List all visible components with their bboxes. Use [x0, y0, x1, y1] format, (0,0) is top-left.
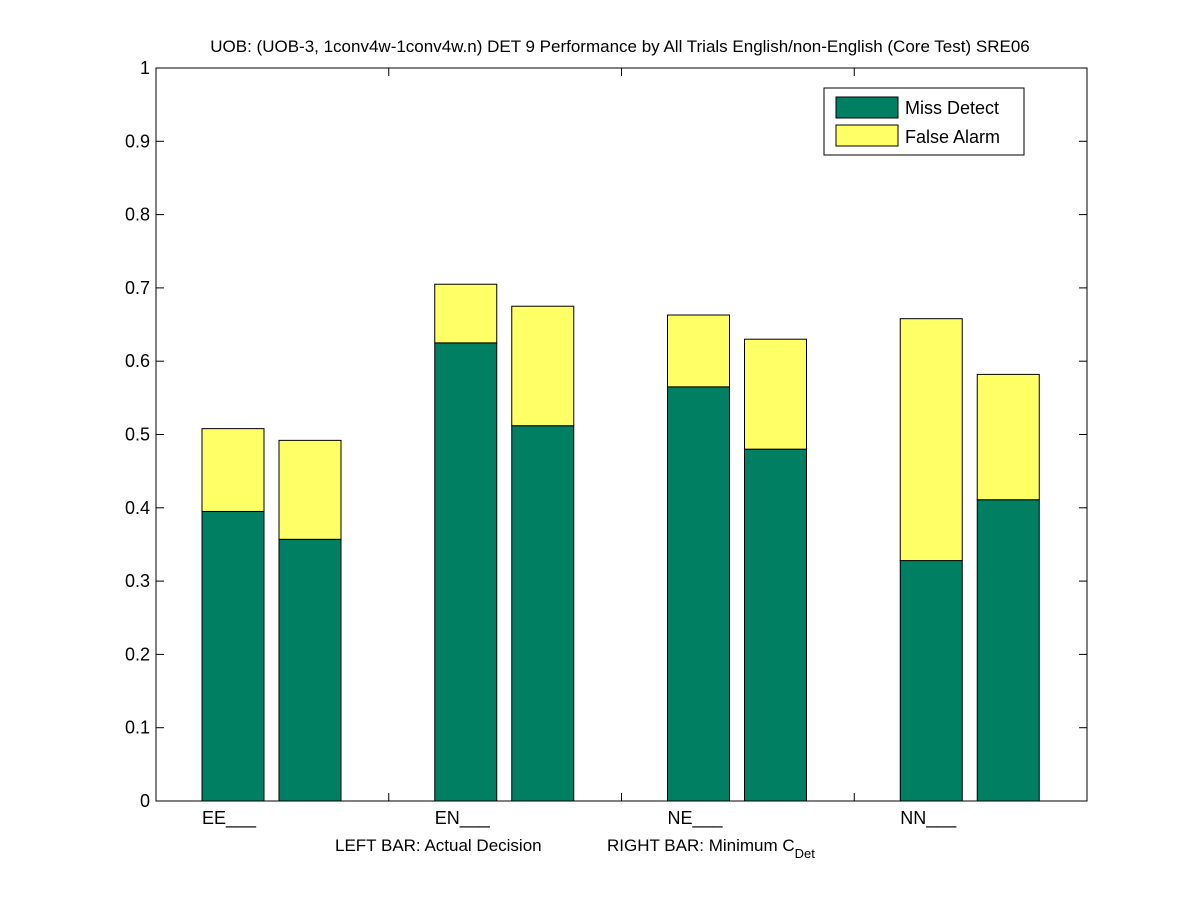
bar-ee-actual-miss-detect	[201, 510, 265, 802]
y-tick-label: 0	[140, 791, 150, 811]
y-tick-label: 1	[140, 58, 150, 78]
legend-swatch-false-alarm	[835, 124, 899, 147]
x-tick-label-ee: EE___	[202, 808, 257, 829]
bar-nn-min-false-alarm	[976, 373, 1040, 501]
bar-en-actual-false-alarm	[434, 283, 498, 344]
y-tick-label: 0.4	[125, 498, 150, 518]
ticks-layer: EE___ EN___ NE___ NN___ 0 0.1 0.2 0.3 0.4 0.5 0.6 0…	[125, 58, 1087, 829]
x-tick-label-ne: NE___	[668, 808, 724, 829]
bar-ee-min-miss-detect	[278, 538, 342, 802]
y-tick-label: 0.9	[125, 131, 150, 151]
bar-ne-actual-miss-detect	[667, 386, 730, 802]
y-tick-label: 0.7	[125, 278, 150, 298]
bar-ee-actual-false-alarm	[201, 428, 265, 512]
x-tick-label-nn: NN___	[900, 808, 957, 829]
bar-nn-actual-miss-detect	[899, 560, 963, 802]
legend: Miss Detect False Alarm	[823, 87, 1025, 156]
y-tick-label: 0.8	[125, 205, 150, 225]
x-axis-label-right-text: RIGHT BAR: Minimum C	[607, 836, 795, 855]
bar-ne-min-miss-detect	[744, 448, 807, 802]
legend-label-miss-detect: Miss Detect	[905, 98, 999, 118]
legend-swatch-miss-detect	[835, 96, 899, 119]
bar-en-min-miss-detect	[511, 425, 575, 802]
bar-ne-min-false-alarm	[744, 338, 807, 450]
bar-ee-min-false-alarm	[278, 439, 342, 540]
x-tick-label-en: EN___	[435, 808, 491, 829]
bar-en-min-false-alarm	[511, 305, 575, 427]
y-tick-label: 0.6	[125, 351, 150, 371]
chart-title: UOB: (UOB-3, 1conv4w-1conv4w.n) DET 9 Pe…	[210, 37, 1030, 56]
y-tick-label: 0.3	[125, 571, 150, 591]
bars-layer	[201, 283, 1040, 802]
x-axis-label-left: LEFT BAR: Actual Decision	[335, 836, 542, 855]
y-tick-label: 0.2	[125, 644, 150, 664]
bar-nn-min-miss-detect	[976, 499, 1040, 802]
x-axis-label-right: RIGHT BAR: Minimum CDet	[607, 836, 815, 861]
plot-frame	[155, 67, 1088, 802]
y-tick-label: 0.5	[125, 425, 150, 445]
legend-label-false-alarm: False Alarm	[905, 127, 1000, 147]
bar-ne-actual-false-alarm	[667, 314, 730, 388]
bar-nn-actual-false-alarm	[899, 318, 963, 562]
bar-en-actual-miss-detect	[434, 342, 498, 802]
x-axis-label-right-subscript: Det	[795, 846, 816, 861]
y-tick-label: 0.1	[125, 718, 150, 738]
